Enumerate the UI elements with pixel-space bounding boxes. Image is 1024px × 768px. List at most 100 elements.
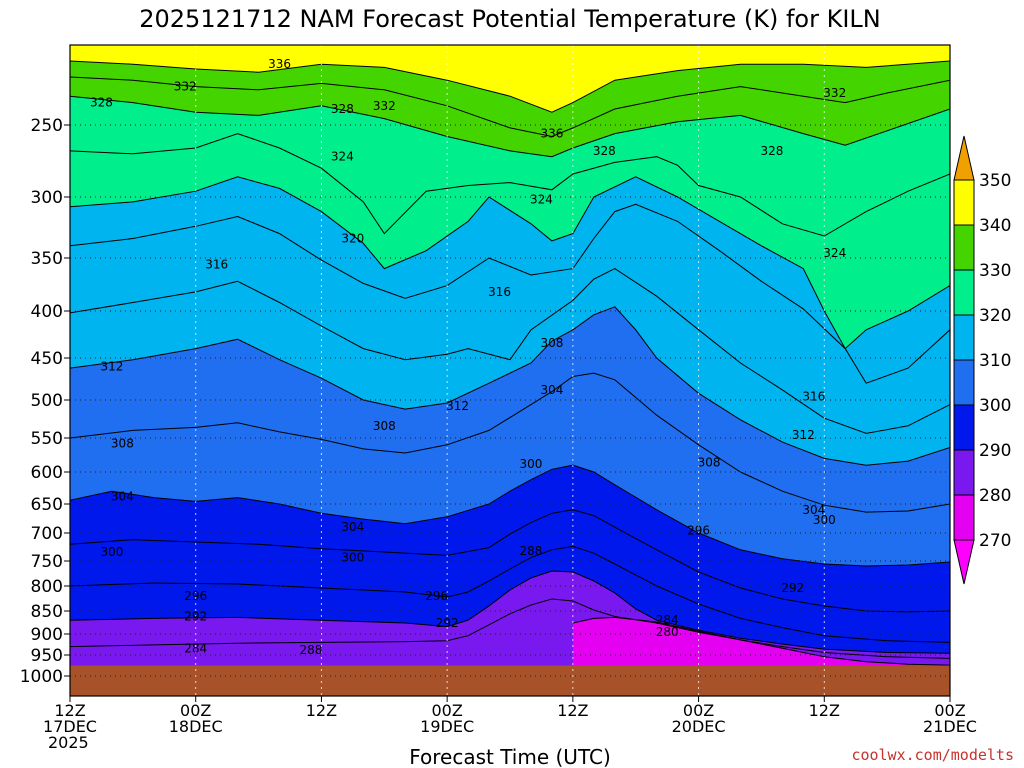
y-tick-label: 750 bbox=[31, 552, 63, 572]
x-tick-label: 18DEC bbox=[169, 717, 223, 736]
y-tick-label: 700 bbox=[31, 524, 63, 544]
isentrope-312 bbox=[70, 268, 950, 434]
contour-label: 332 bbox=[823, 86, 846, 100]
isentrope-lines bbox=[70, 60, 950, 666]
contour-label: 304 bbox=[111, 489, 134, 503]
contour-label: 336 bbox=[540, 127, 563, 141]
contour-label: 296 bbox=[687, 524, 710, 538]
y-tick-label: 250 bbox=[31, 116, 63, 136]
credit-text: coolwx.com/modelts bbox=[851, 746, 1014, 764]
x-tick-label: 17DEC bbox=[43, 717, 97, 736]
x-tick-label: 20DEC bbox=[672, 717, 726, 736]
colorbar-bin-330 bbox=[953, 224, 975, 271]
y-tick-label: 500 bbox=[31, 391, 63, 411]
colorbar-arrow-top bbox=[953, 135, 975, 181]
contour-label: 328 bbox=[331, 102, 354, 116]
contour-label: 296 bbox=[425, 589, 448, 603]
colorbar-tick-label: 280 bbox=[979, 486, 1011, 506]
colorbar-tick-label: 330 bbox=[979, 261, 1011, 281]
isentrope-328 bbox=[70, 95, 950, 158]
x-tick-label: 12Z bbox=[557, 701, 588, 720]
isentrope-292 bbox=[70, 545, 950, 643]
colorbar-bin-320 bbox=[953, 269, 975, 316]
contour-label: 280 bbox=[656, 625, 679, 639]
contour-label: 292 bbox=[184, 610, 207, 624]
y-tick-label: 450 bbox=[31, 349, 63, 369]
contour-label: 300 bbox=[100, 545, 123, 559]
contour-label: 324 bbox=[331, 150, 354, 164]
colorbar-bin-340 bbox=[953, 179, 975, 226]
contour-label: 312 bbox=[100, 359, 123, 373]
surface-ground bbox=[70, 665, 950, 696]
contour-label: 316 bbox=[205, 257, 228, 271]
colorbar-tick-label: 350 bbox=[979, 171, 1011, 191]
contour-label: 336 bbox=[268, 57, 291, 71]
contour-label: 328 bbox=[760, 144, 783, 158]
colorbar-tick-label: 270 bbox=[979, 531, 1011, 551]
y-tick-label: 300 bbox=[31, 188, 63, 208]
plot-frame bbox=[69, 44, 951, 697]
contour-label: 288 bbox=[299, 643, 322, 657]
contour-label: 320 bbox=[341, 231, 364, 245]
x-tick-label: 2025 bbox=[48, 733, 89, 752]
colorbar-tick-label: 290 bbox=[979, 441, 1011, 461]
y-tick-label: 900 bbox=[31, 625, 63, 645]
y-tick-label: 950 bbox=[31, 646, 63, 666]
isentrope-300 bbox=[70, 464, 950, 567]
colorbar-tick-label: 320 bbox=[979, 306, 1011, 326]
contour-label: 304 bbox=[540, 383, 563, 397]
isentrope-296 bbox=[70, 509, 950, 613]
contour-label: 332 bbox=[174, 80, 197, 94]
isentrope-308 bbox=[70, 306, 950, 466]
contour-label: 308 bbox=[540, 336, 563, 350]
colorbar-arrow-bottom bbox=[953, 539, 975, 585]
contour-label: 304 bbox=[802, 503, 825, 517]
contour-label: 284 bbox=[184, 641, 207, 655]
isentrope-284 bbox=[70, 598, 950, 659]
y-tick-label: 850 bbox=[31, 602, 63, 622]
colorbar-tick-label: 340 bbox=[979, 216, 1011, 236]
colorbar-bin-280 bbox=[953, 449, 975, 496]
isentrope-280 bbox=[572, 616, 950, 666]
contour-label: 312 bbox=[446, 399, 469, 413]
contour-label: 308 bbox=[373, 419, 396, 433]
contour-label: 296 bbox=[184, 589, 207, 603]
grid-lines bbox=[69, 45, 951, 696]
y-tick-label: 600 bbox=[31, 463, 63, 483]
plot-area bbox=[70, 45, 950, 696]
isentrope-288 bbox=[70, 570, 950, 654]
y-tick-label: 650 bbox=[31, 495, 63, 515]
y-tick-label: 550 bbox=[31, 429, 63, 449]
isentrope-336 bbox=[70, 60, 950, 113]
y-axis-ticks: 250 300 350 400 450 500 550 600 650 700 750 800 850 9… bbox=[20, 116, 70, 687]
colorbar-tick-label: 310 bbox=[979, 351, 1011, 371]
contour-label: 288 bbox=[519, 544, 542, 558]
x-axis-label: Forecast Time (UTC) bbox=[409, 745, 611, 768]
colorbar-bin-300 bbox=[953, 359, 975, 406]
contour-label: 324 bbox=[823, 246, 846, 260]
contour-label: 300 bbox=[519, 457, 542, 471]
y-tick-label: 1000 bbox=[20, 667, 63, 687]
isentrope-332 bbox=[70, 76, 950, 138]
surface-band bbox=[70, 665, 950, 696]
x-tick-label: 00Z bbox=[180, 701, 211, 720]
contour-label: 328 bbox=[90, 96, 113, 110]
y-tick-label: 400 bbox=[31, 302, 63, 322]
contour-label: 328 bbox=[593, 144, 616, 158]
contour-labels: 336 332 332 332 328 328 328 328 336 324 324 324 320 3… bbox=[90, 57, 846, 657]
contour-label: 292 bbox=[781, 581, 804, 595]
x-tick-label: 12Z bbox=[306, 701, 337, 720]
x-tick-label: 00Z bbox=[431, 701, 462, 720]
contour-label: 300 bbox=[813, 513, 836, 527]
isentrope-304 bbox=[70, 372, 950, 513]
x-tick-label: 12Z bbox=[809, 701, 840, 720]
y-tick-label: 800 bbox=[31, 577, 63, 597]
contour-label: 324 bbox=[530, 192, 553, 206]
colorbar-bin-310 bbox=[953, 314, 975, 361]
contour-label: 308 bbox=[111, 436, 134, 450]
colorbar-bin-270 bbox=[953, 494, 975, 541]
x-tick-label: 12Z bbox=[54, 701, 85, 720]
contour-label: 308 bbox=[698, 455, 721, 469]
